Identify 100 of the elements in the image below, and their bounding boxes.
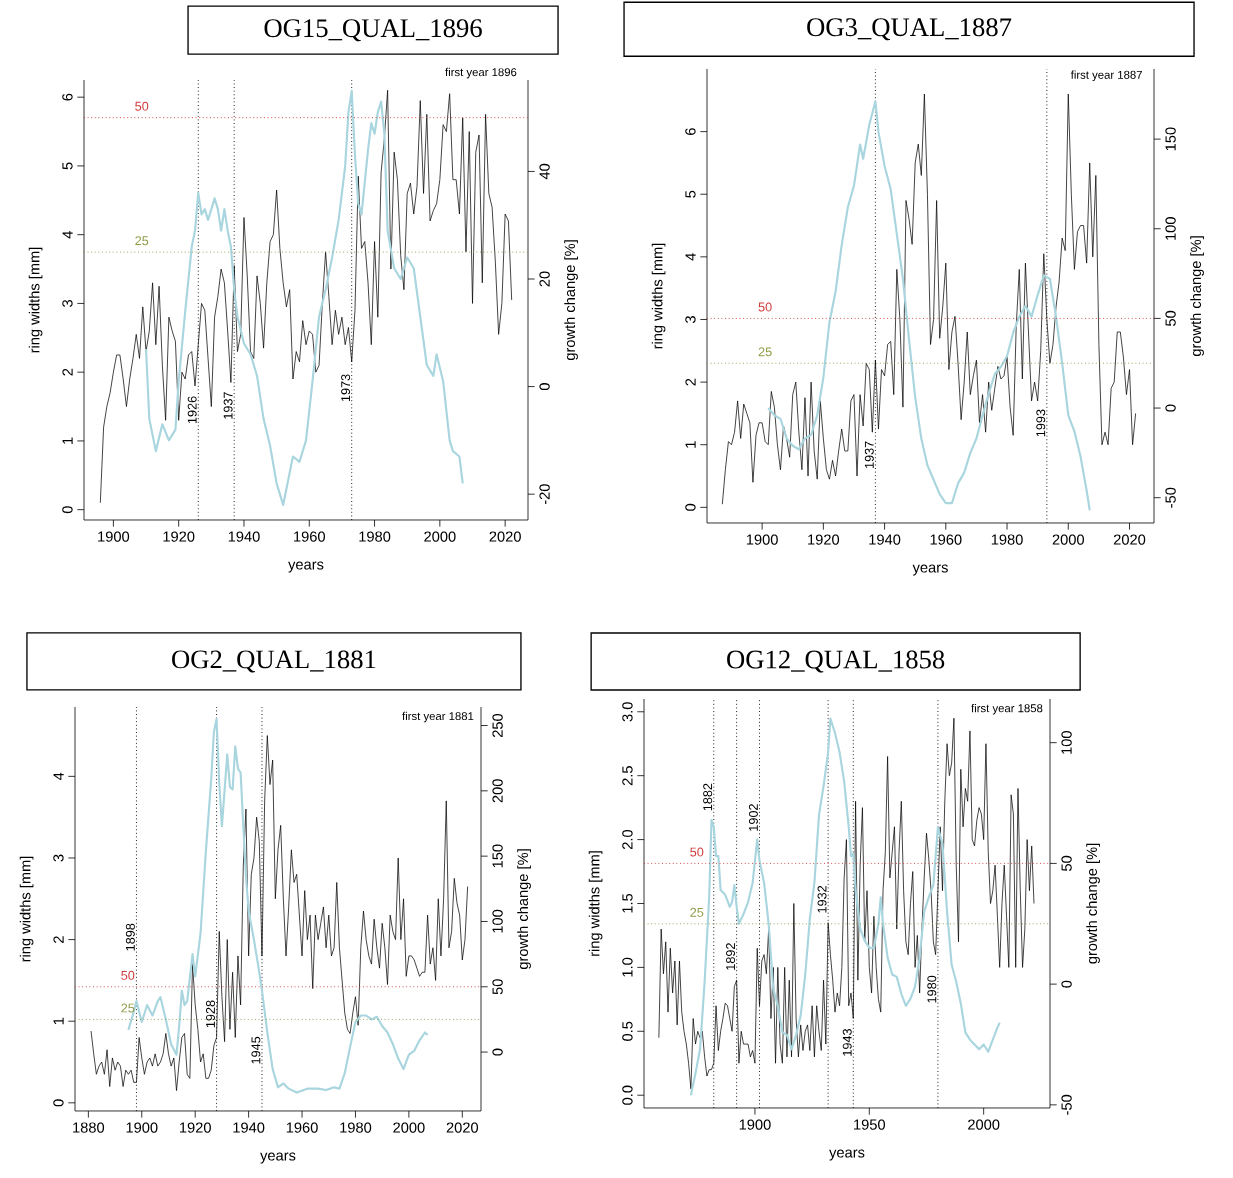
x-tick-label: 1980 <box>991 534 1023 545</box>
chart-title: OG2_QUAL_1881 <box>172 650 376 673</box>
y2-tick-label: 100 <box>1061 731 1072 754</box>
ref-line-label: 50 <box>690 847 704 857</box>
y-tick-label: 2.5 <box>622 766 633 786</box>
y2-tick-label: 20 <box>539 271 550 287</box>
ref-line-label: 1898 <box>125 923 135 951</box>
y2-tick-label: 0 <box>1061 980 1072 988</box>
x-tick-label: 1900 <box>739 1119 771 1130</box>
y-tick-label: 5 <box>62 162 73 170</box>
y-tick-label: 3 <box>53 854 64 862</box>
text: first year 1896 <box>445 67 517 79</box>
y-tick-label: 6 <box>62 93 73 101</box>
y-tick-label: 1.0 <box>622 957 633 977</box>
y2-tick-label: 0 <box>492 1048 503 1056</box>
ref-line-label: 25 <box>690 907 704 917</box>
x-tick-label: 1920 <box>808 534 840 545</box>
y2-tick-label: 0 <box>1165 404 1176 412</box>
y2-tick-label: 50 <box>1061 855 1072 871</box>
ref-line-label: 1882 <box>703 783 713 811</box>
y-tick-label: 4 <box>53 772 64 781</box>
ref-line-label: 1937 <box>223 392 233 419</box>
y-tick-label: 3 <box>62 300 73 307</box>
x-tick-label: 1940 <box>233 1122 265 1133</box>
y-tick-label: 4 <box>685 253 696 261</box>
chart-title: OG3_QUAL_1887 <box>807 18 1012 41</box>
y-tick-label: 4 <box>62 231 73 239</box>
y2-tick-label: -20 <box>539 484 550 505</box>
x-tick-label: 1960 <box>286 1122 318 1133</box>
y-tick-label: 2.0 <box>622 829 633 850</box>
y-tick-label: 1 <box>53 1017 64 1025</box>
annotation: first year 1887 <box>1070 70 1142 82</box>
x-axis-title: years <box>288 561 324 573</box>
y-axis-title: ring widths [mm] <box>588 851 603 956</box>
x-tick-label: 1900 <box>746 534 778 545</box>
y-tick-label: 1.5 <box>622 893 633 913</box>
y2-tick-label: 250 <box>492 713 503 738</box>
annotation: first year 1881 <box>402 711 474 723</box>
y-tick-label: 2 <box>53 936 64 943</box>
y2-tick-label: 100 <box>492 909 503 933</box>
ref-line-label: 1993 <box>1036 409 1046 437</box>
x-axis-title: years <box>260 1152 296 1164</box>
y2-tick-label: 40 <box>539 163 550 180</box>
y-tick-label: 0.5 <box>622 1021 633 1041</box>
ref-line-label: 1973 <box>341 374 351 402</box>
x-tick-label: 1960 <box>294 531 325 542</box>
y-tick-label: 3 <box>685 316 696 323</box>
ref-line-label: 1932 <box>817 885 827 913</box>
x-tick-label: 1960 <box>930 534 962 545</box>
x-tick-label: 2000 <box>393 1122 425 1133</box>
y2-tick-label: 50 <box>492 979 503 995</box>
ref-line-label: 50 <box>135 101 149 111</box>
y-tick-label: 5 <box>685 190 696 198</box>
x-tick-label: 1940 <box>228 531 260 542</box>
y-tick-label: 1 <box>62 437 73 444</box>
ref-line-label: 1928 <box>206 1000 215 1028</box>
annotation: first year 1858 <box>971 703 1043 715</box>
y2-tick-label: 150 <box>1165 127 1176 151</box>
y-axis-title: ring widths [mm] <box>19 856 34 962</box>
y2-tick-label: -50 <box>1061 1094 1072 1115</box>
x-tick-label: 1980 <box>340 1122 372 1133</box>
y2-tick-label: 150 <box>492 844 503 868</box>
x-tick-label: 1900 <box>126 1122 158 1133</box>
x-tick-label: 1920 <box>180 1122 211 1133</box>
y-tick-label: 0 <box>53 1099 64 1107</box>
ref-line-label: 50 <box>121 970 135 980</box>
ref-line-label: 1937 <box>864 441 874 469</box>
x-tick-label: 2020 <box>1113 534 1146 545</box>
x-tick-label: 1980 <box>359 531 391 542</box>
x-tick-label: 1900 <box>98 531 130 542</box>
y-axis-title: ring widths [mm] <box>651 243 666 349</box>
x-tick-label: 2000 <box>424 531 456 542</box>
y2-tick-label: 100 <box>1165 217 1176 240</box>
y-axis-title: ring widths [mm] <box>28 247 43 353</box>
x-tick-label: 2020 <box>489 531 521 542</box>
chart-title: OG12_QUAL_1858 <box>727 650 945 673</box>
y-tick-label: 1 <box>685 441 696 448</box>
ref-line-label: 1943 <box>842 1029 852 1056</box>
ref-line-label: 1945 <box>251 1036 261 1064</box>
y2-axis-title: growth change [%] <box>1086 843 1100 964</box>
y-tick-label: 0.0 <box>622 1085 633 1105</box>
x-tick-label: 2000 <box>1052 534 1084 545</box>
x-tick-label: 1920 <box>163 531 195 542</box>
y2-axis-title: growth change [%] <box>517 849 531 970</box>
ref-line-label: 1980 <box>927 975 937 1003</box>
y-tick-label: 2 <box>685 378 696 386</box>
x-tick-label: 1880 <box>73 1122 105 1133</box>
y-tick-label: 0 <box>685 503 696 511</box>
y-tick-label: 3.0 <box>622 702 633 722</box>
y2-tick-label: 200 <box>492 779 503 803</box>
y2-tick-label: 50 <box>1165 310 1176 326</box>
x-tick-label: 1940 <box>869 534 901 545</box>
y2-tick-label: -50 <box>1165 487 1176 508</box>
ref-line-label: 1926 <box>187 396 197 424</box>
y2-axis-title: growth change [%] <box>564 240 578 361</box>
y-tick-label: 6 <box>685 128 696 135</box>
x-axis-title: years <box>912 564 948 576</box>
ref-line-label: 1892 <box>726 943 736 970</box>
x-axis-title: years <box>829 1149 865 1161</box>
ref-line-label: 25 <box>121 1003 135 1013</box>
